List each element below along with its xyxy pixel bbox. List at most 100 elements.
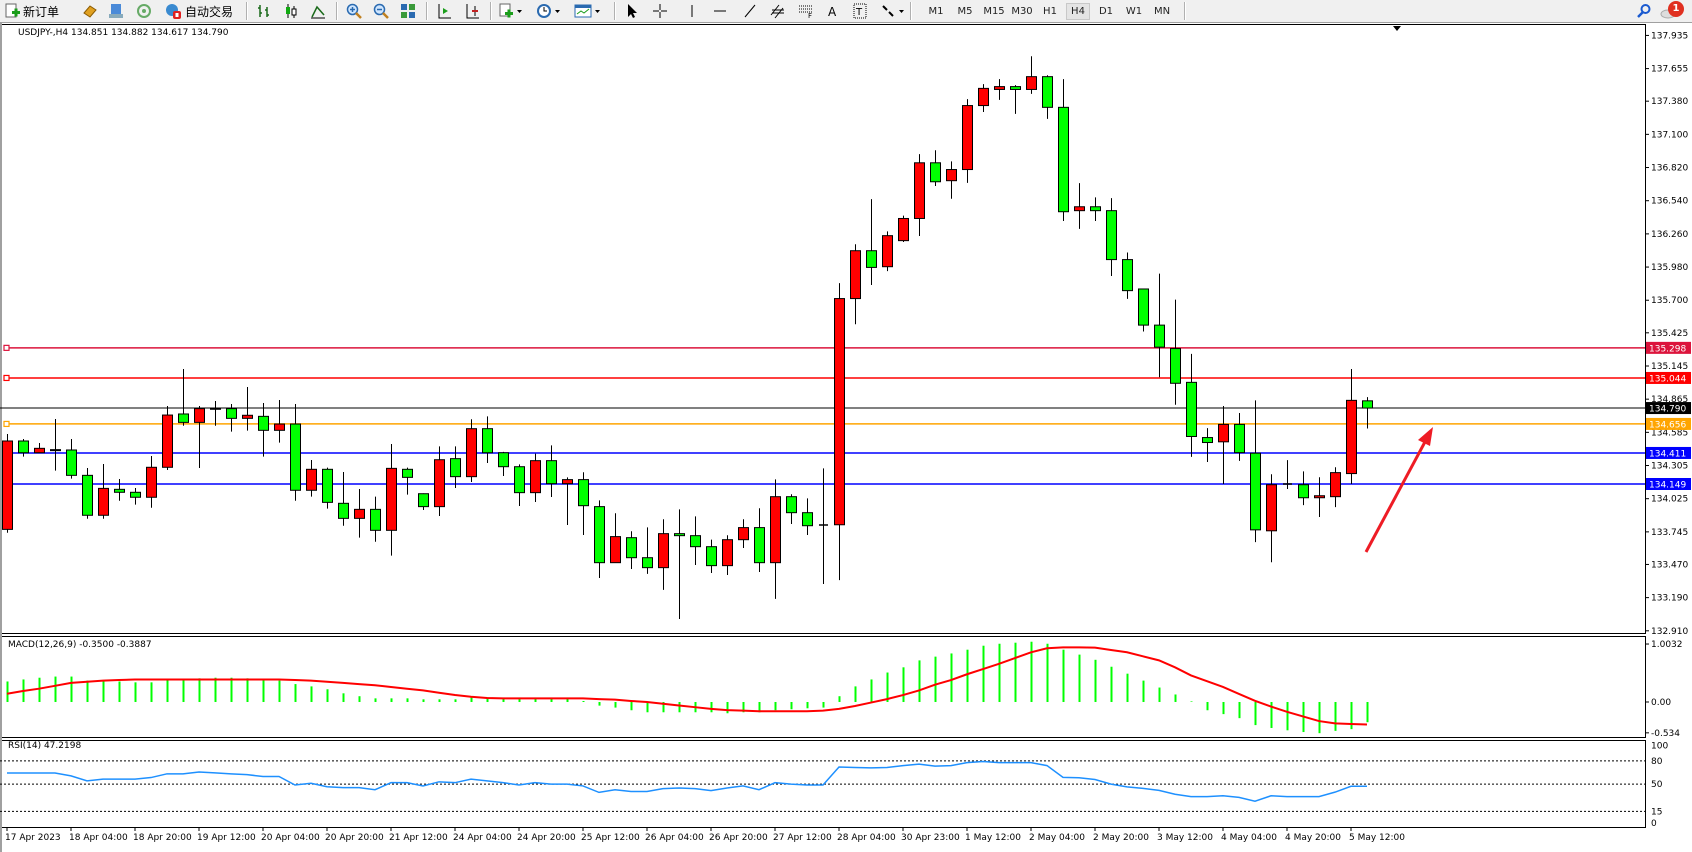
candle-body [658,533,669,569]
candle-body [514,466,525,494]
candle-body [962,105,973,171]
candle-body [1074,206,1085,212]
market-watch-button[interactable] [82,2,98,20]
trendline-tool[interactable] [742,2,758,20]
candlestick-icon [286,4,297,18]
price-tick-label: 136.260 [1651,230,1688,240]
text-tool[interactable]: A [824,2,840,20]
timeframe-m5[interactable]: M5 [957,6,973,17]
time-label: 20 Apr 20:00 [325,833,384,843]
search-button[interactable] [1636,2,1652,20]
timeframe-d1[interactable]: D1 [1098,6,1114,17]
candle-body [1330,472,1341,498]
templates-dropdown[interactable] [574,2,602,20]
time-label: 27 Apr 12:00 [773,833,832,843]
fibonacci-tool[interactable]: F [798,2,814,20]
candle-body [626,537,637,559]
price-tick-label: 137.655 [1651,65,1688,75]
candle-body [978,87,989,107]
candle-body [66,449,77,476]
candle-body [594,506,605,564]
candle-body [1122,259,1133,292]
time-label: 20 Apr 04:00 [261,833,320,843]
text-label-tool[interactable]: T [852,2,868,20]
equidistant-channel-tool[interactable] [770,2,786,20]
candle-body [1234,423,1245,454]
indicators-dropdown[interactable] [498,2,524,20]
current-price-label: 134.790 [1649,405,1686,415]
zoom-out-button[interactable] [373,2,389,20]
candle-body [530,460,541,494]
toolbar: 新订单 自动交易 F A T M1 M5 M15 M30 H1 H4 D1 W1 MN 1 [0,0,1692,23]
template-icon [574,4,600,18]
macd-label: MACD(12,26,9) -0.3500 -0.3887 [8,640,152,650]
crosshair-tool[interactable] [652,2,668,20]
timeframe-m30[interactable]: M30 [1011,6,1033,17]
timeframe-mn[interactable]: MN [1153,6,1171,17]
navigator-icon [109,4,123,18]
candle-body [418,493,429,508]
candle-body [786,496,797,514]
horizontal-line-tool[interactable] [712,2,728,20]
text-label-icon: T [853,3,867,19]
zoom-in-button[interactable] [346,2,362,20]
price-line-tag-label: 135.298 [1649,344,1686,354]
horizontal-line-icon [714,10,726,12]
candle-body [1266,484,1277,532]
arrows-dropdown[interactable] [880,2,906,20]
timeframe-m1[interactable]: M1 [928,6,944,17]
candle-body [802,512,813,527]
price-line-tag-label: 134.411 [1649,449,1686,459]
rsi-tick-label: 100 [1651,741,1668,751]
vertical-line-tool[interactable] [684,2,700,20]
price-line-tag [1646,446,1691,459]
auto-scroll-button[interactable] [436,2,452,20]
time-label: 18 Apr 04:00 [69,833,128,843]
timeframe-m15[interactable]: M15 [983,6,1005,17]
timeframe-w1[interactable]: W1 [1125,6,1143,17]
candle-body [674,533,685,537]
candle-body [898,217,909,242]
price-tick-label: 137.935 [1651,31,1688,41]
auto-trading-button[interactable]: 自动交易 [164,2,233,20]
candle-body [610,536,621,564]
price-tick-label: 137.380 [1651,97,1688,107]
price-line-tag-label: 135.044 [1649,374,1686,384]
line-anchor-handle [3,344,10,351]
cursor-tool[interactable] [624,2,640,20]
new-order-icon [5,3,20,18]
candle-body [18,440,29,454]
tile-windows-icon [401,4,415,18]
separator [490,2,492,20]
bar-chart-button[interactable] [256,2,272,20]
candle-body [370,508,381,531]
candle-body [834,298,845,526]
navigator-button[interactable] [108,2,124,20]
price-tick-label: 135.980 [1651,263,1688,273]
candle-body [50,449,61,452]
macd-tick-label: 0.00 [1651,698,1671,708]
time-label: 28 Apr 04:00 [837,833,896,843]
candlestick-chart-button[interactable] [283,2,299,20]
window-edge [0,23,2,852]
chart-shift-button[interactable] [464,2,480,20]
signals-button[interactable] [136,2,152,20]
line-chart-button[interactable] [310,2,326,20]
candle-body [386,467,397,531]
timeframe-h1[interactable]: H1 [1043,6,1057,17]
timeframe-h4[interactable]: H4 [1066,3,1090,20]
time-label: 19 Apr 12:00 [197,833,256,843]
candle-body [306,468,317,491]
candle-body [706,546,717,567]
candle-body [2,440,13,530]
auto-trading-label: 自动交易 [185,4,234,19]
time-label: 2 May 04:00 [1029,833,1085,843]
candle-body [1314,495,1325,499]
chart-window[interactable]: 137.935 137.655 137.380 137.100 136.820 136.5… [0,23,1692,852]
candle-body [162,414,173,468]
tile-windows-button[interactable] [400,2,416,20]
candle-body [690,535,701,548]
new-order-button[interactable]: 新订单 [4,2,59,20]
periods-dropdown[interactable] [536,2,562,20]
annotation-arrow-head [1418,427,1433,446]
